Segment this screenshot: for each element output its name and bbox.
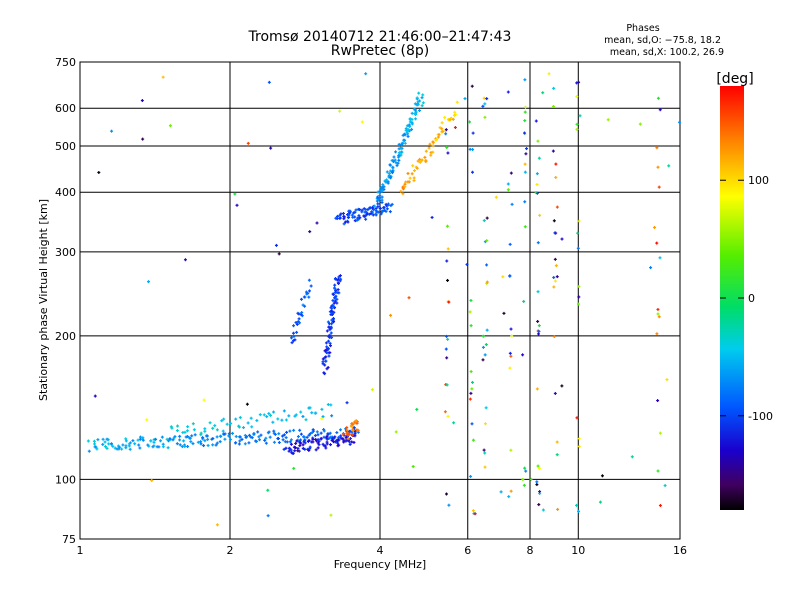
y-tick-label: 300 [55,246,76,259]
x-tick-label: 8 [527,544,534,557]
y-tick-label: 600 [55,102,76,115]
y-tick-label: 75 [62,533,76,546]
colorbar-label: [deg] [716,71,753,87]
x-tick-label: 6 [464,544,471,557]
stats-heading: Phases [626,23,659,34]
colorbar-tick-label: 0 [748,292,755,305]
grid-lines [80,62,680,539]
stats-o-line: mean, sd,O: −75.8, 18.2 [604,35,721,46]
x-tick-label: 16 [673,544,687,557]
x-axis-label: Frequency [MHz] [334,558,426,571]
data-points [86,72,681,527]
x-tick-label: 10 [571,544,585,557]
x-tick-label: 1 [77,544,84,557]
x-tick-label: 2 [227,544,234,557]
y-tick-label: 750 [55,56,76,69]
chart-subtitle: RwPretec (8p) [331,43,429,59]
x-tick-labels: 1 2 4 6 8 10 16 [77,544,688,557]
colorbar-ticks: 100 0 -100 [720,174,773,423]
stats-x-line: mean, sd,X: 100.2, 26.9 [610,47,724,58]
chart-title: Tromsø 20140712 21:46:00–21:47:43 [248,29,512,45]
colorbar-tick-label: -100 [748,410,773,423]
y-tick-labels: 75 100 200 300 400 500 600 750 [55,56,76,546]
y-axis-label: Stationary phase Virtual Height [km] [37,199,50,401]
x-tick-label: 4 [377,544,384,557]
colorbar-tick-label: 100 [748,174,769,187]
y-tick-label: 200 [55,330,76,343]
y-tick-label: 400 [55,186,76,199]
y-tick-label: 500 [55,140,76,153]
y-tick-label: 100 [55,473,76,486]
